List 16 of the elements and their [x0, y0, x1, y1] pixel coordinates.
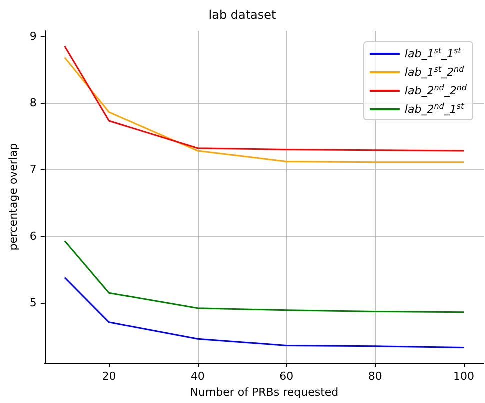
line-series — [64, 276, 465, 349]
x-tick-label: 60 — [280, 370, 294, 384]
y-tick-label: 8 — [30, 96, 37, 110]
y-axis-title: percentage overlap — [7, 143, 20, 251]
line-series — [64, 46, 465, 152]
y-tick-label: 5 — [30, 296, 37, 310]
x-tick-label: 20 — [102, 370, 116, 384]
y-tick-label: 9 — [30, 30, 37, 43]
x-tick-label: 40 — [190, 370, 205, 384]
line-series — [64, 240, 465, 314]
x-tick-label: 100 — [454, 370, 475, 384]
x-tick-label: 80 — [368, 370, 382, 384]
y-tick-label: 7 — [30, 163, 37, 176]
chart-title: lab dataset — [208, 8, 277, 22]
y-tick-label: 6 — [30, 230, 37, 243]
x-axis-title: Number of PRBs requested — [190, 386, 339, 399]
